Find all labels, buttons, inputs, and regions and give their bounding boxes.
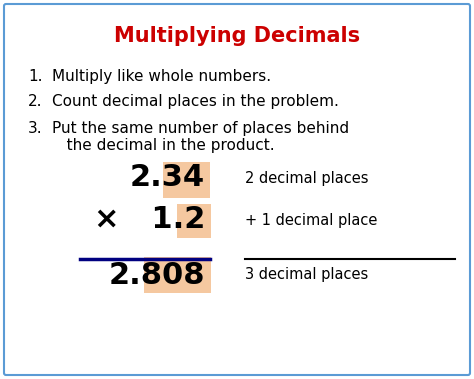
Text: 2.: 2. [28,94,43,109]
Text: 2.808: 2.808 [109,260,205,290]
Text: 2 decimal places: 2 decimal places [245,171,368,185]
Text: 2.34: 2.34 [130,163,205,193]
FancyBboxPatch shape [177,204,211,238]
Text: Count decimal places in the problem.: Count decimal places in the problem. [52,94,339,109]
Text: Multiply like whole numbers.: Multiply like whole numbers. [52,69,271,84]
Text: 3.: 3. [28,121,43,136]
Text: Put the same number of places behind
   the decimal in the product.: Put the same number of places behind the… [52,121,349,153]
Text: 1.: 1. [28,69,43,84]
Text: + 1 decimal place: + 1 decimal place [245,213,377,227]
FancyBboxPatch shape [163,162,210,198]
Text: ×   1.2: × 1.2 [94,205,205,235]
Text: Multiplying Decimals: Multiplying Decimals [114,26,360,46]
Text: 3 decimal places: 3 decimal places [245,268,368,282]
FancyBboxPatch shape [4,4,470,375]
FancyBboxPatch shape [144,257,211,293]
